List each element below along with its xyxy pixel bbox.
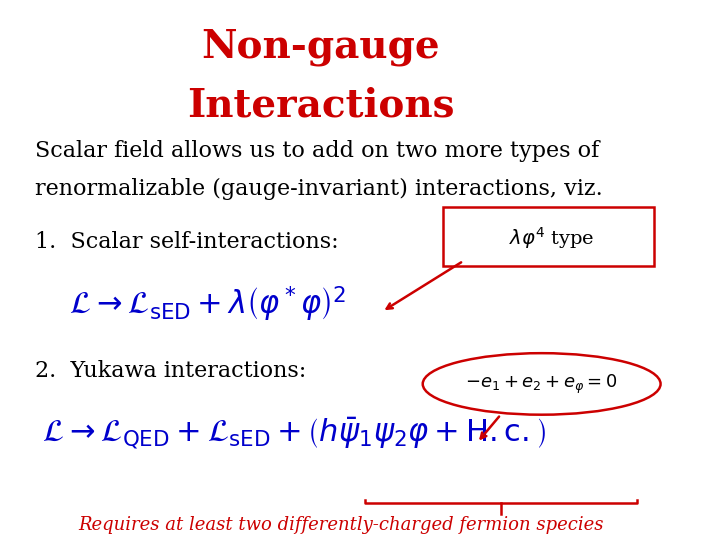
- Text: Scalar field allows us to add on two more types of: Scalar field allows us to add on two mor…: [35, 140, 600, 163]
- Text: Non-gauge: Non-gauge: [202, 28, 440, 66]
- Text: $\mathcal{L} \rightarrow \mathcal{L}_{\mathrm{QED}} + \mathcal{L}_{\mathrm{sED}}: $\mathcal{L} \rightarrow \mathcal{L}_{\m…: [42, 416, 546, 451]
- Text: renormalizable (gauge-invariant) interactions, viz.: renormalizable (gauge-invariant) interac…: [35, 178, 603, 200]
- Text: $\lambda\varphi^4$ type: $\lambda\varphi^4$ type: [509, 225, 595, 251]
- Text: $\mathcal{L} \rightarrow \mathcal{L}_{\mathrm{sED}} + \lambda\left(\varphi^*\var: $\mathcal{L} \rightarrow \mathcal{L}_{\m…: [69, 285, 347, 325]
- Text: 1.  Scalar self-interactions:: 1. Scalar self-interactions:: [35, 232, 339, 253]
- Text: 2.  Yukawa interactions:: 2. Yukawa interactions:: [35, 360, 307, 382]
- Text: $-e_1 + e_2 + e_{\varphi} = 0$: $-e_1 + e_2 + e_{\varphi} = 0$: [465, 373, 618, 395]
- Text: Requires at least two differently-charged fermion species: Requires at least two differently-charge…: [78, 516, 604, 534]
- Text: Interactions: Interactions: [187, 87, 454, 125]
- FancyBboxPatch shape: [443, 207, 654, 266]
- Ellipse shape: [423, 353, 660, 415]
